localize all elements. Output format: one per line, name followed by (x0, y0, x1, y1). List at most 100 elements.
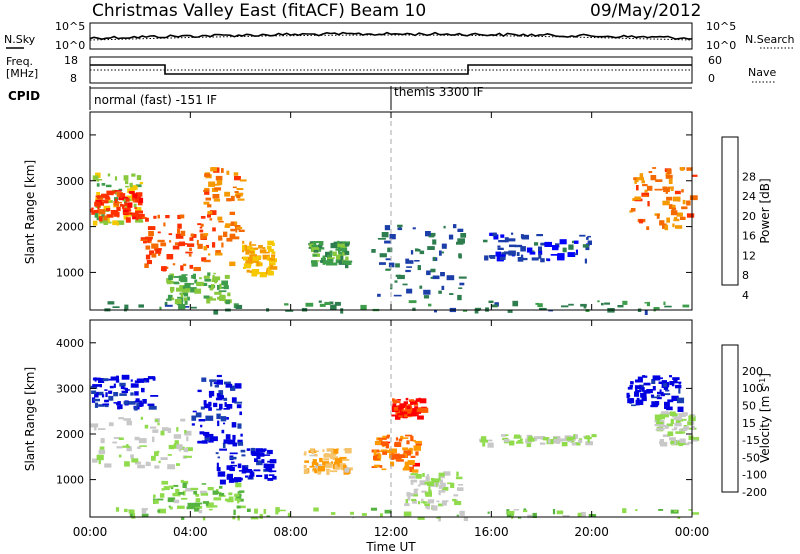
echo-cell (138, 214, 145, 219)
echo-cell (205, 244, 209, 249)
echo-cell (217, 456, 220, 459)
echo-cell (246, 508, 251, 512)
echo-cell (573, 434, 576, 440)
echo-cell (574, 253, 578, 256)
time-x-axis: 00:00 04:00 08:00 12:00 16:00 20:00 00:00 (73, 112, 709, 539)
echo-cell (203, 431, 210, 436)
echo-cell (678, 431, 686, 434)
echo-cell (252, 257, 259, 261)
echo-cell (174, 282, 180, 285)
echo-cell (100, 199, 105, 202)
echo-cell (99, 218, 107, 224)
echo-cell (222, 442, 226, 448)
echo-cell (196, 281, 204, 287)
echo-cell (180, 265, 184, 271)
echo-cell (121, 204, 125, 209)
echo-cell (393, 453, 400, 458)
echo-cell (652, 386, 656, 391)
echo-cell (213, 309, 219, 315)
echo-cell (152, 436, 155, 443)
echo-cell (329, 250, 333, 256)
echo-cell (214, 291, 222, 295)
echo-cell (345, 263, 349, 269)
echo-cell (648, 171, 653, 174)
echo-cell (457, 294, 462, 301)
echo-cell (231, 397, 237, 403)
echo-cell (134, 436, 140, 441)
echo-cell (421, 490, 427, 493)
echo-cell (202, 516, 206, 521)
echo-cell (221, 280, 228, 286)
echo-cell (309, 465, 315, 468)
echo-cell (126, 444, 129, 447)
echo-cell (653, 307, 660, 310)
echo-cell (438, 516, 441, 522)
echo-cell (209, 218, 213, 221)
echo-cell (414, 406, 419, 409)
echo-cell (201, 257, 207, 262)
power-echo-cells (90, 167, 698, 315)
echo-cell (428, 235, 435, 238)
x-tick-label: 12:00 (374, 525, 409, 539)
velocity-echo-cells (90, 374, 700, 522)
echo-cell (178, 449, 182, 452)
echo-cell (178, 304, 186, 310)
echo-cell (131, 458, 139, 463)
echo-cell (139, 445, 147, 447)
echo-cell (389, 448, 397, 454)
echo-cell (373, 455, 380, 460)
echo-cell (682, 304, 690, 308)
echo-cell (97, 428, 106, 430)
echo-cell (670, 441, 675, 444)
echo-cell (199, 226, 203, 229)
echo-cell (217, 179, 223, 185)
echo-cell (305, 302, 314, 307)
echo-cell (539, 307, 547, 310)
echo-cell (125, 217, 131, 223)
echo-cell (313, 462, 319, 465)
echo-cell (409, 466, 414, 473)
echo-cell (229, 452, 238, 455)
echo-cell (253, 469, 261, 472)
echo-cell (98, 216, 103, 222)
echo-cell (172, 245, 180, 250)
cpid-mode-1: normal (fast) -151 IF (94, 93, 217, 107)
echo-cell (177, 296, 183, 299)
echo-cell (203, 190, 209, 192)
echo-cell (689, 195, 698, 201)
echo-cell (199, 229, 204, 233)
echo-cell (635, 389, 638, 394)
echo-cell (417, 484, 421, 487)
echo-cell (251, 473, 255, 475)
echo-cell (412, 307, 416, 311)
echo-cell (311, 260, 318, 264)
echo-cell (167, 427, 172, 433)
echo-cell (209, 287, 214, 291)
echo-cell (673, 427, 678, 430)
echo-cell (192, 410, 197, 413)
echo-cell (641, 396, 647, 402)
echo-cell (247, 251, 255, 254)
echo-cell (122, 196, 128, 199)
colorbar-frame (721, 344, 739, 493)
echo-cell (399, 403, 407, 409)
echo-cell (322, 449, 325, 452)
freq-tick-top: 18 (64, 54, 78, 67)
echo-cell (662, 434, 670, 437)
echo-cell (561, 442, 568, 447)
echo-cell (394, 280, 398, 283)
echo-cell (352, 516, 355, 519)
echo-cell (655, 179, 663, 182)
echo-cell (330, 455, 334, 460)
echo-cell (119, 204, 124, 207)
echo-cell (177, 214, 181, 220)
echo-cell (212, 490, 219, 495)
echo-cell (99, 446, 105, 450)
echo-cell (343, 464, 347, 469)
echo-cell (683, 418, 687, 421)
echo-cell (116, 221, 119, 226)
echo-cell (115, 379, 120, 383)
echo-cell (577, 512, 582, 518)
echo-cell (585, 309, 590, 312)
echo-cell (339, 241, 346, 246)
